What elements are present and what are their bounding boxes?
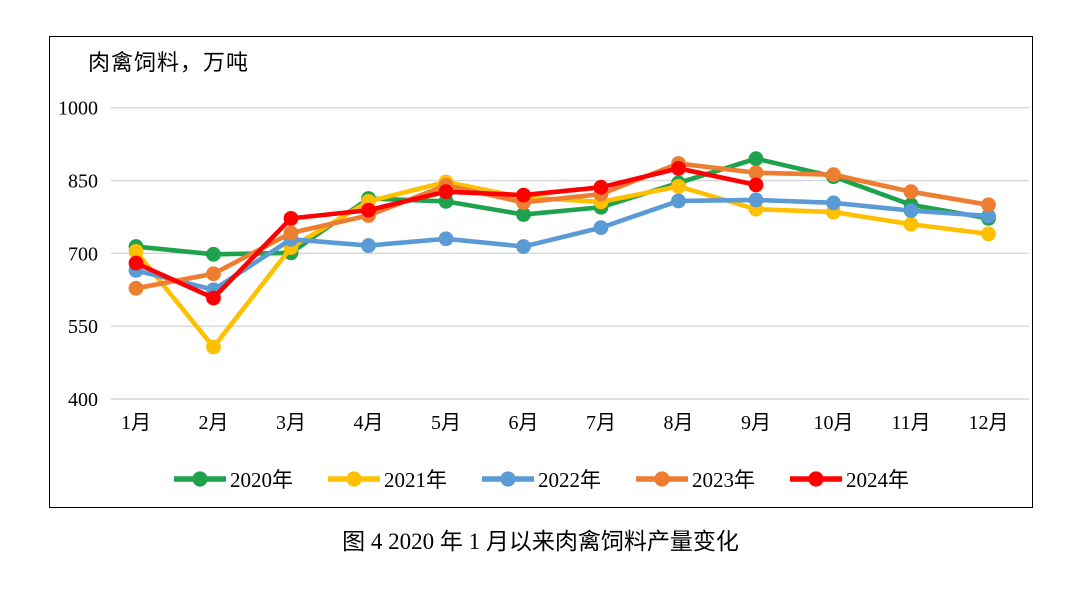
data-point-2022年 <box>826 195 841 211</box>
y-axis-unit-label: 肉禽饲料，万吨 <box>88 50 250 75</box>
x-axis-tick-label: 5月 <box>431 412 461 434</box>
data-point-2023年 <box>826 167 841 183</box>
data-point-2024年 <box>128 255 144 271</box>
legend-line-marker-icon <box>174 471 226 487</box>
data-point-2024年 <box>206 290 221 306</box>
data-point-2024年 <box>438 184 454 200</box>
legend-item-2023年: 2023年 <box>635 464 755 494</box>
data-point-2021年 <box>128 244 144 259</box>
data-point-2020年 <box>206 246 221 262</box>
legend-label: 2022年 <box>538 468 601 492</box>
x-axis-tick-label: 7月 <box>586 412 616 434</box>
legend-item-2022年: 2022年 <box>481 464 601 494</box>
data-point-2020年 <box>748 151 764 167</box>
data-point-2024年 <box>748 177 764 193</box>
series-line-2022年 <box>135 197 989 293</box>
data-point-2023年 <box>903 184 919 200</box>
legend-label: 2024年 <box>846 468 909 492</box>
y-axis-tick-label: 1000 <box>58 98 98 120</box>
data-point-2023年 <box>206 266 221 282</box>
data-point-2021年 <box>903 216 919 232</box>
legend-line-marker-icon <box>328 471 380 487</box>
legend-label: 2023年 <box>692 468 755 492</box>
data-point-2022年 <box>593 220 609 236</box>
x-axis-tick-label: 11月 <box>891 412 930 434</box>
x-axis-tick-label: 10月 <box>814 412 854 434</box>
x-axis-tick-label: 6月 <box>509 412 539 434</box>
series-line-2023年 <box>135 161 989 291</box>
x-axis-tick-label: 2月 <box>199 412 229 434</box>
data-point-2022年 <box>671 193 686 209</box>
data-point-2023年 <box>128 280 144 296</box>
legend-line-marker-icon <box>790 471 842 487</box>
legend-item-2024年: 2024年 <box>789 464 909 494</box>
data-point-2021年 <box>206 339 221 355</box>
y-axis-tick-label: 550 <box>68 316 98 338</box>
x-axis-tick-label: 3月 <box>276 412 306 434</box>
data-point-2024年 <box>593 179 609 195</box>
chart-container: 肉禽饲料，万吨 400 550 700 850 1000 1月 2月 3月 4月 5月 6月 7月 8月… <box>49 36 1033 508</box>
legend-label: 2021年 <box>384 468 447 492</box>
series-line-2020年 <box>135 156 989 257</box>
figure-caption: 图 4 2020 年 1 月以来肉禽饲料产量变化 <box>342 529 739 554</box>
data-point-2023年 <box>748 165 764 181</box>
y-axis-tick-label: 700 <box>68 243 98 265</box>
x-axis-tick-label: 12月 <box>969 412 1009 434</box>
data-point-2022年 <box>748 192 764 208</box>
data-point-2022年 <box>361 238 376 253</box>
data-point-2022年 <box>438 231 454 247</box>
legend-line-marker-icon <box>482 471 534 487</box>
legend-line-marker-icon <box>636 471 688 487</box>
data-point-2021年 <box>981 226 996 242</box>
data-point-2024年 <box>283 210 299 226</box>
data-point-2024年 <box>671 160 686 176</box>
x-axis-tick-label: 9月 <box>741 412 771 434</box>
x-axis-tick-label: 1月 <box>121 412 151 434</box>
legend-item-2020年: 2020年 <box>173 464 293 494</box>
y-axis-tick-label: 400 <box>68 389 98 411</box>
data-point-2023年 <box>283 225 299 241</box>
data-point-2022年 <box>981 208 996 224</box>
data-point-2022年 <box>516 239 531 254</box>
data-point-2024年 <box>361 202 376 218</box>
x-axis-tick-label: 4月 <box>354 412 384 434</box>
data-point-2023年 <box>981 197 996 213</box>
data-point-2024年 <box>516 187 531 203</box>
legend-label: 2020年 <box>230 468 293 492</box>
line-chart: 400 550 700 850 1000 1月 2月 3月 4月 5月 6月 7月 8月 9月 10月 11月… <box>58 98 1029 434</box>
data-point-2021年 <box>671 178 686 194</box>
data-point-2020年 <box>516 207 531 222</box>
x-axis-tick-label: 8月 <box>664 412 694 434</box>
y-axis-tick-label: 850 <box>68 171 98 193</box>
chart-legend: 2020年 2021年 2022年 2023年 2024年 <box>50 464 1032 494</box>
data-point-2022年 <box>903 203 919 219</box>
legend-item-2021年: 2021年 <box>327 464 447 494</box>
